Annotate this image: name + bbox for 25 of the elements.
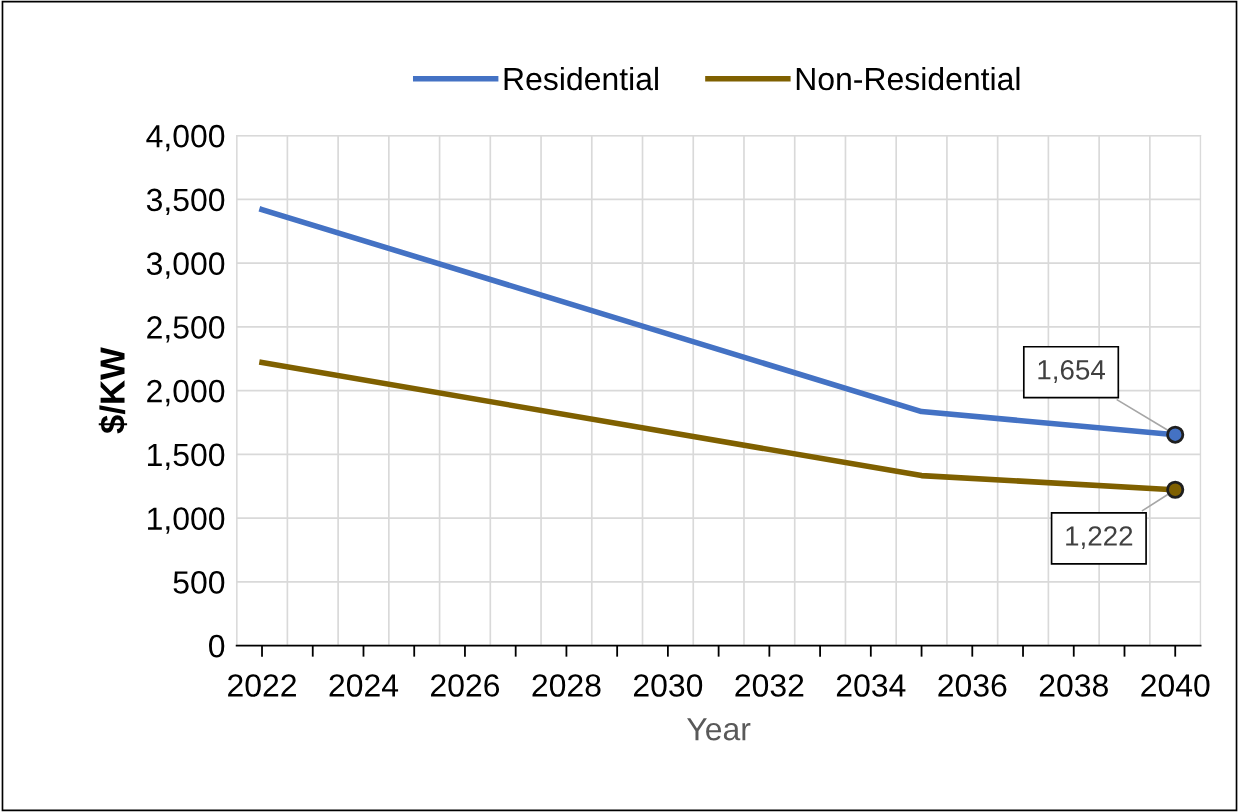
x-tick-label: 2028	[532, 674, 601, 697]
y-tick-label: 2,500	[147, 316, 225, 343]
y-axis-title: $/KW	[98, 347, 128, 434]
y-tick-label: 0	[209, 634, 225, 658]
y-tick-label: 4,000	[146, 124, 225, 152]
y-tick-label: 3,000	[146, 252, 225, 279]
annotation: 1,222	[1066, 526, 1133, 550]
y-tick-label: 3,500	[146, 188, 225, 216]
legend-label: Residential	[504, 66, 658, 91]
x-tick-label: 2040	[1141, 674, 1210, 697]
y-tick-label: 500	[173, 571, 225, 594]
x-tick-label: 2022	[228, 674, 296, 697]
x-tick-label: 2026	[431, 674, 500, 697]
x-tick-label: 2036	[938, 674, 1007, 697]
x-tick-label: 2024	[329, 674, 399, 697]
annotation: 1,654	[1038, 359, 1105, 383]
y-tick-label: 1,000	[148, 507, 225, 534]
x-tick-label: 2034	[836, 674, 906, 697]
y-tick-label: 2,000	[147, 379, 225, 407]
x-tick-label: 2030	[633, 674, 703, 697]
x-tick-label: 2038	[1039, 674, 1108, 697]
y-tick-label: 1,500	[148, 443, 225, 470]
x-axis-title: Year	[687, 718, 751, 741]
legend-label: Non-Residential	[796, 66, 1020, 91]
x-tick-label: 2032	[735, 674, 804, 697]
